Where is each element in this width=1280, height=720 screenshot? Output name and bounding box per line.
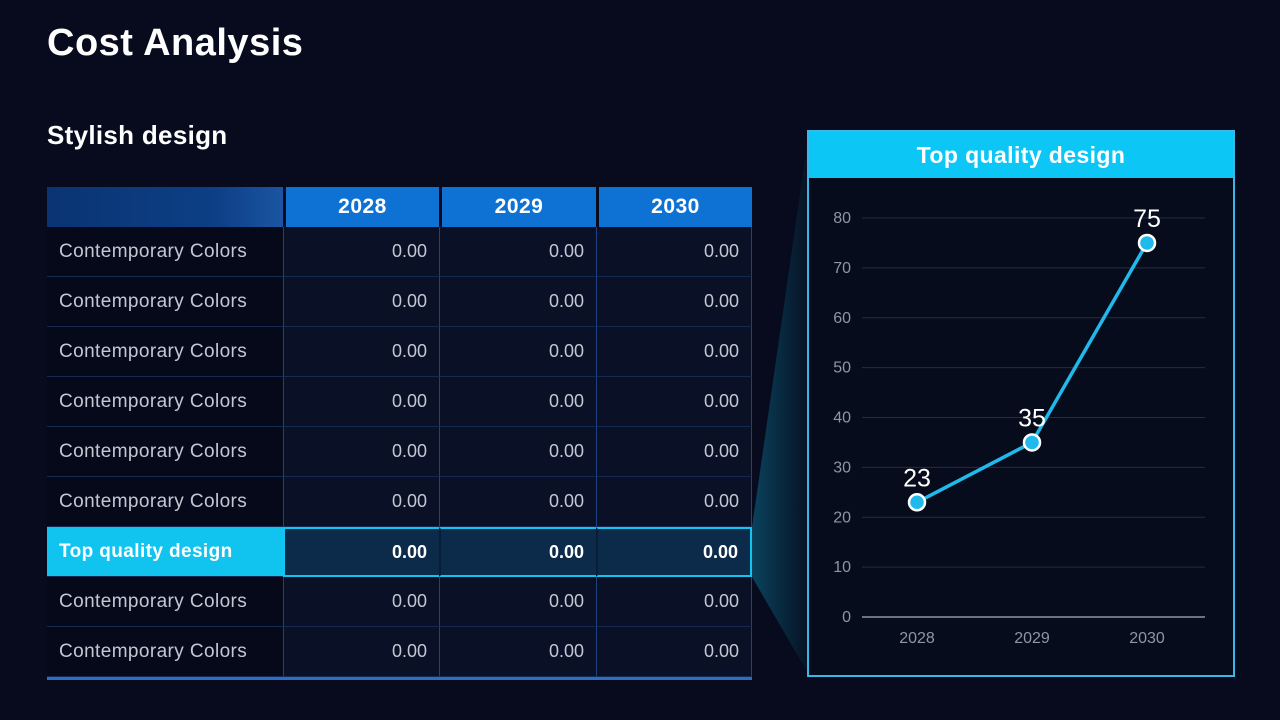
data-labels: 23 35 75 (903, 205, 1161, 492)
row-label-cell: Contemporary Colors (47, 327, 283, 377)
row-value-cell: 0.00 (596, 377, 752, 427)
svg-text:50: 50 (833, 360, 851, 377)
row-label-cell: Contemporary Colors (47, 577, 283, 627)
cost-table: 2028 2029 2030 Contemporary Colors 0.00 … (47, 187, 752, 680)
highlighted-row-value-cell: 0.00 (283, 527, 439, 577)
row-label-cell: Contemporary Colors (47, 277, 283, 327)
chart-title-bar: Top quality design (809, 132, 1233, 178)
page-title: Cost Analysis (47, 22, 304, 64)
row-value-cell: 0.00 (439, 477, 596, 527)
row-value-cell: 0.00 (283, 227, 439, 277)
svg-text:0: 0 (842, 609, 851, 626)
connector-beam (752, 132, 809, 675)
row-value-cell: 0.00 (596, 477, 752, 527)
svg-text:2029: 2029 (1014, 630, 1050, 647)
row-value-cell: 0.00 (283, 427, 439, 477)
page-subtitle: Stylish design (47, 120, 228, 150)
chart-panel: Top quality design 0 10 20 30 40 50 60 70 80 2028… (807, 130, 1235, 677)
svg-text:10: 10 (833, 559, 851, 576)
svg-text:20: 20 (833, 509, 851, 526)
row-value-cell: 0.00 (439, 577, 596, 627)
row-value-cell: 0.00 (596, 627, 752, 677)
row-label-cell: Contemporary Colors (47, 427, 283, 477)
series-line (915, 241, 1149, 505)
row-label-cell: Contemporary Colors (47, 377, 283, 427)
row-value-cell: 0.00 (283, 477, 439, 527)
svg-text:35: 35 (1018, 404, 1046, 432)
row-value-cell: 0.00 (596, 277, 752, 327)
row-value-cell: 0.00 (439, 627, 596, 677)
data-points (907, 233, 1157, 512)
svg-text:2030: 2030 (1129, 630, 1165, 647)
row-value-cell: 0.00 (596, 227, 752, 277)
svg-text:60: 60 (833, 310, 851, 327)
row-label-cell: Contemporary Colors (47, 477, 283, 527)
row-value-cell: 0.00 (283, 627, 439, 677)
row-value-cell: 0.00 (596, 577, 752, 627)
highlighted-row-label-cell: Top quality design (47, 527, 283, 577)
svg-text:75: 75 (1133, 205, 1161, 233)
svg-text:23: 23 (903, 464, 931, 492)
svg-text:40: 40 (833, 410, 851, 427)
year-header-2030: 2030 (596, 187, 752, 227)
svg-text:30: 30 (833, 459, 851, 476)
row-value-cell: 0.00 (439, 327, 596, 377)
highlighted-row-value-cell: 0.00 (439, 527, 596, 577)
row-value-cell: 0.00 (439, 277, 596, 327)
highlighted-row-value-cell: 0.00 (596, 527, 752, 577)
row-value-cell: 0.00 (439, 227, 596, 277)
row-label-cell: Contemporary Colors (47, 227, 283, 277)
chart-title: Top quality design (916, 141, 1126, 168)
svg-text:80: 80 (833, 210, 851, 227)
row-value-cell: 0.00 (283, 327, 439, 377)
gridlines (862, 217, 1205, 618)
year-header-2029: 2029 (439, 187, 596, 227)
row-value-cell: 0.00 (283, 577, 439, 627)
svg-text:70: 70 (833, 260, 851, 277)
row-value-cell: 0.00 (283, 377, 439, 427)
row-value-cell: 0.00 (439, 377, 596, 427)
year-header-2028: 2028 (283, 187, 439, 227)
row-value-cell: 0.00 (283, 277, 439, 327)
svg-text:2028: 2028 (899, 630, 935, 647)
row-value-cell: 0.00 (596, 327, 752, 377)
row-value-cell: 0.00 (439, 427, 596, 477)
table-header-corner-cell (47, 187, 283, 227)
row-label-cell: Contemporary Colors (47, 627, 283, 677)
row-value-cell: 0.00 (596, 427, 752, 477)
